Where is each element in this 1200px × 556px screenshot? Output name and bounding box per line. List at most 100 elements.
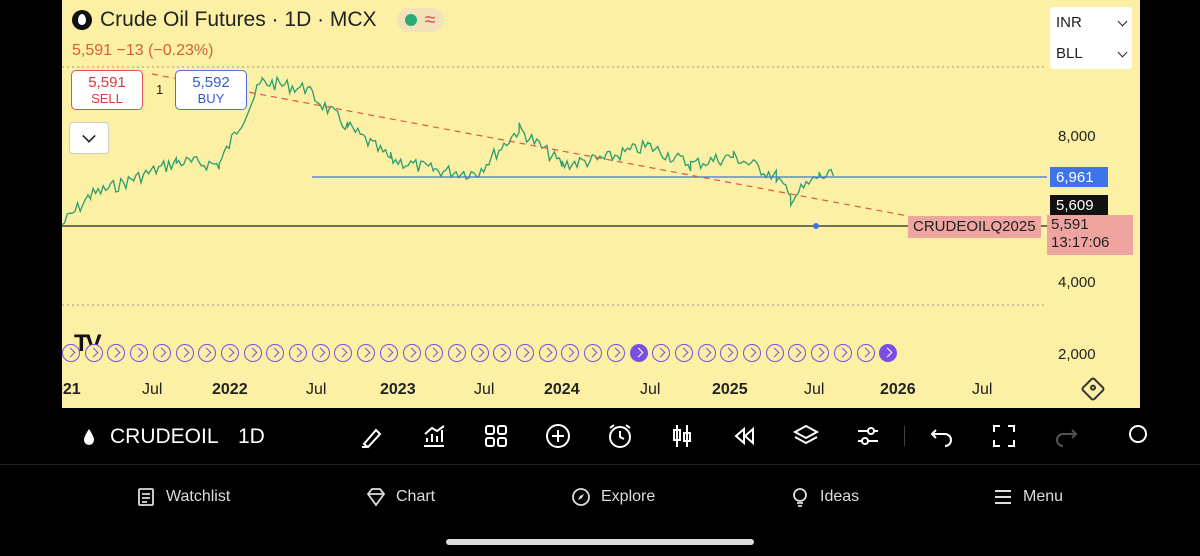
market-open-icon: [404, 14, 417, 26]
high-price-tag: 5,609: [1050, 195, 1108, 215]
event-marker-icon[interactable]: [584, 344, 603, 362]
event-marker-icon[interactable]: [334, 344, 353, 362]
event-marker-icon[interactable]: [379, 344, 398, 362]
x-axis-label: 2024: [544, 381, 580, 398]
x-axis-label: 2025: [712, 381, 748, 398]
brush-icon[interactable]: [358, 422, 386, 450]
interval-selector[interactable]: 1D: [238, 425, 265, 448]
event-marker-icon[interactable]: [84, 344, 103, 362]
event-marker-icon[interactable]: [606, 344, 625, 362]
tab-chart[interactable]: Chart: [366, 487, 435, 507]
event-marker-icon[interactable]: [493, 344, 512, 362]
event-marker-icon[interactable]: [152, 344, 171, 362]
currency-select[interactable]: INR: [1050, 7, 1132, 38]
x-axis-label: 2022: [212, 381, 248, 398]
event-marker-icon[interactable]: [765, 344, 784, 362]
symbol-selector[interactable]: CRUDEOIL: [110, 425, 219, 448]
replay-icon[interactable]: [730, 422, 758, 450]
buy-price: 5,592: [192, 74, 230, 91]
event-marker-icon[interactable]: [470, 344, 489, 362]
add-circle-icon[interactable]: [544, 422, 572, 450]
alarm-clock-icon[interactable]: [606, 422, 634, 450]
tab-watchlist[interactable]: Watchlist: [136, 487, 230, 507]
event-marker-icon[interactable]: [856, 344, 875, 362]
live-data-icon: ≈: [424, 9, 436, 31]
symbol-header[interactable]: Crude Oil Futures · 1D · MCX ≈: [72, 8, 444, 32]
current-price: 5,591: [1051, 216, 1089, 233]
event-marker-icon[interactable]: [402, 344, 421, 362]
chevron-down-icon: [1117, 16, 1128, 27]
event-marker-icon[interactable]: [697, 344, 716, 362]
buy-button[interactable]: 5,592 BUY: [175, 70, 247, 110]
undo-icon[interactable]: [928, 422, 956, 450]
price-chart[interactable]: [62, 0, 1140, 408]
event-marker-icon[interactable]: [833, 344, 852, 362]
x-axis-label: 021: [62, 381, 81, 398]
tab-label: Explore: [601, 488, 656, 505]
trend-line[interactable]: [151, 73, 909, 217]
event-marker-icon[interactable]: [674, 344, 693, 362]
event-marker-icon[interactable]: [289, 344, 307, 362]
event-marker-icon[interactable]: [447, 344, 466, 362]
current-price-marker: [813, 223, 819, 229]
chevron-down-icon: [1117, 47, 1128, 58]
event-marker-icon[interactable]: [629, 344, 648, 362]
event-marker-icon[interactable]: [311, 344, 330, 362]
event-marker-icon[interactable]: [243, 344, 262, 362]
market-status-pill[interactable]: ≈: [396, 8, 444, 32]
ideas-icon: [793, 488, 807, 507]
y-axis-label: 2,000: [1058, 346, 1096, 363]
tab-bar: Watchlist Chart Explore Ideas Menu: [0, 464, 1200, 556]
event-marker-icon[interactable]: [561, 344, 580, 362]
y-axis-label: 8,000: [1058, 128, 1096, 145]
templates-icon[interactable]: [482, 422, 510, 450]
event-marker-icon[interactable]: [62, 344, 80, 362]
event-marker-icon[interactable]: [720, 344, 739, 362]
event-marker-icon[interactable]: [357, 344, 376, 362]
event-marker-icon[interactable]: [198, 344, 217, 362]
symbol-title[interactable]: Crude Oil Futures · 1D · MCX: [100, 8, 377, 31]
event-marker-icon[interactable]: [266, 344, 285, 362]
settings-sliders-icon[interactable]: [854, 422, 882, 450]
current-price-tag: 5,591 13:17:06: [1047, 215, 1133, 255]
sell-button[interactable]: 5,591 SELL: [71, 70, 143, 110]
unit-select[interactable]: BLL: [1050, 38, 1132, 69]
x-axis-label: Jul: [640, 381, 661, 398]
idea-bulb-icon[interactable]: [1124, 422, 1152, 450]
home-indicator: [446, 539, 754, 545]
watchlist-icon: [138, 488, 154, 506]
event-marker-icon[interactable]: [811, 344, 830, 362]
event-marker-icon[interactable]: [788, 344, 807, 362]
x-axis-label: Jul: [804, 381, 825, 398]
event-marker-icon[interactable]: [516, 344, 534, 362]
event-marker-icon[interactable]: [425, 344, 444, 362]
explore-icon: [572, 488, 590, 506]
tab-menu[interactable]: Menu: [993, 487, 1063, 507]
tab-label: Watchlist: [166, 488, 231, 505]
event-marker-icon[interactable]: [130, 344, 149, 362]
x-axis-label: 2023: [380, 381, 416, 398]
event-marker-icon[interactable]: [175, 344, 194, 362]
event-marker-icon[interactable]: [879, 344, 898, 362]
chart-area[interactable]: Crude Oil Futures · 1D · MCX ≈ 5,591 −13…: [62, 0, 1140, 408]
oil-drop-icon: [84, 429, 94, 445]
indicators-icon[interactable]: [420, 422, 448, 450]
event-marker-icon[interactable]: [743, 344, 761, 362]
chart-icon: [366, 488, 386, 507]
layers-icon[interactable]: [792, 422, 820, 450]
tab-label: Chart: [396, 488, 436, 505]
tab-ideas[interactable]: Ideas: [790, 487, 859, 507]
event-marker-icon[interactable]: [652, 344, 671, 362]
candlestick-icon[interactable]: [668, 422, 696, 450]
event-marker-icon[interactable]: [220, 344, 239, 362]
bar-countdown: 13:17:06: [1051, 234, 1110, 251]
collapse-legend-button[interactable]: [69, 122, 109, 154]
menu-icon: [995, 490, 1011, 504]
bottom-toolbar: CRUDEOIL 1D: [62, 408, 1147, 464]
event-marker-icon[interactable]: [107, 344, 126, 362]
fullscreen-icon[interactable]: [990, 422, 1018, 450]
event-marker-icon[interactable]: [538, 344, 557, 362]
tab-explore[interactable]: Explore: [571, 487, 655, 507]
redo-icon[interactable]: [1052, 422, 1080, 450]
toolbar-divider: [904, 426, 905, 446]
